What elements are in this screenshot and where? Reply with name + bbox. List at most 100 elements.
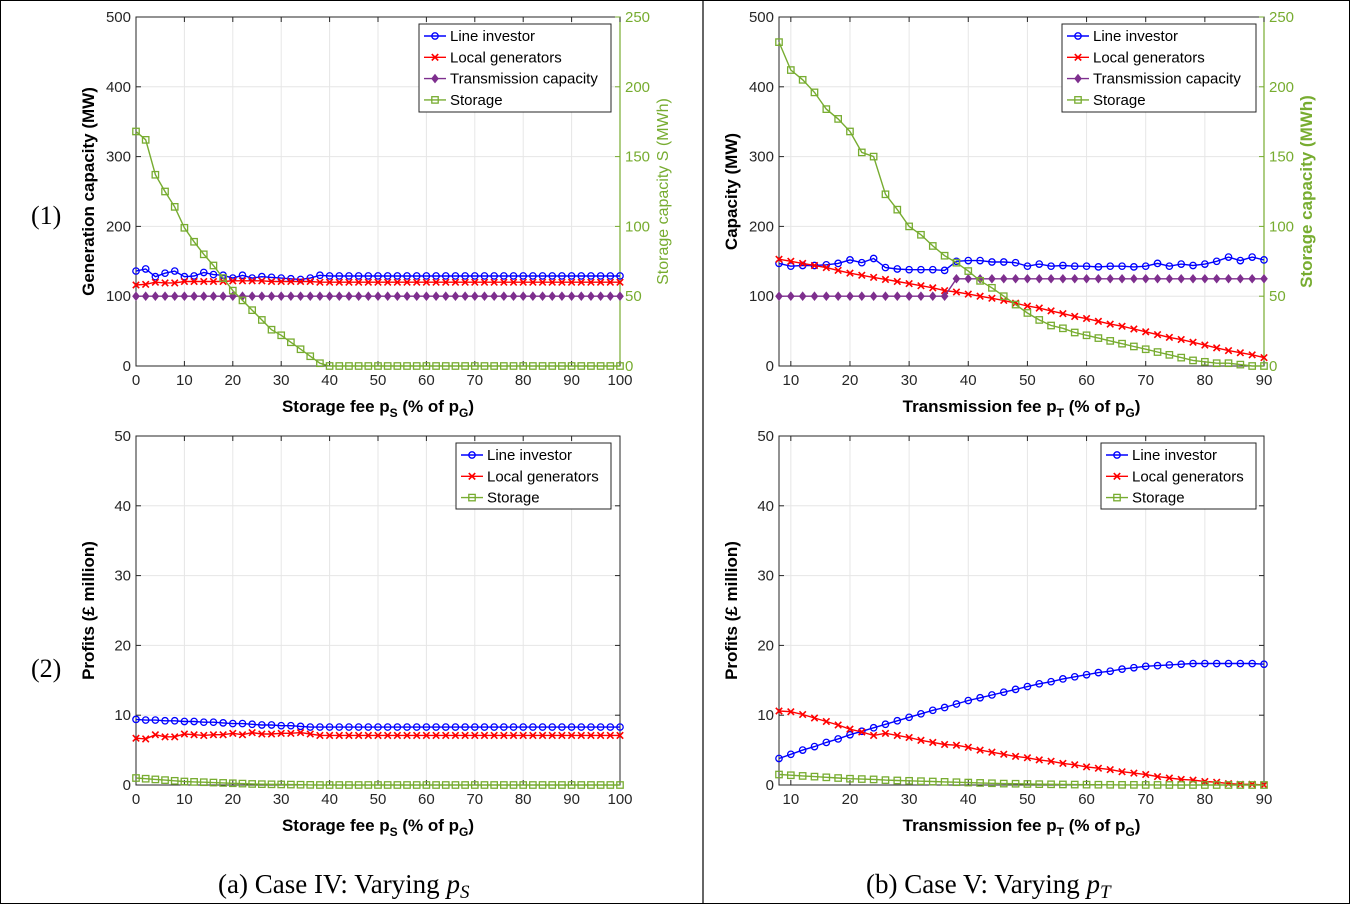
data-point-transmission_capacity <box>548 291 557 302</box>
data-point-line_investor <box>1130 663 1138 672</box>
data-point-local_generators <box>345 278 353 287</box>
data-point-transmission_capacity <box>316 291 324 302</box>
chart-panel-a2: 0 10 20 30 40 50 60 70 80 90 100 0 10 20 30 40 50 Storage… <box>79 428 633 839</box>
data-point-storage <box>1011 779 1020 788</box>
data-point-local_generators <box>383 278 392 287</box>
y-tick-label: 100 <box>106 288 131 305</box>
data-point-local_generators <box>141 735 150 743</box>
data-point-storage <box>1153 348 1162 356</box>
data-point-local_generators <box>798 259 807 268</box>
data-point-transmission_capacity <box>325 291 334 302</box>
legend-label-local_generators: Local generators <box>1132 468 1244 485</box>
data-point-storage <box>567 362 576 370</box>
data-point-local_generators <box>441 278 450 287</box>
data-point-line_investor <box>548 723 557 731</box>
data-point-line_investor <box>1047 262 1055 271</box>
data-point-storage <box>364 362 373 370</box>
data-point-transmission_capacity <box>219 291 227 302</box>
data-point-storage <box>451 362 460 370</box>
data-point-local_generators <box>952 288 961 296</box>
data-point-line_investor <box>190 717 198 726</box>
data-point-transmission_capacity <box>1236 273 1245 284</box>
data-point-storage <box>952 778 961 787</box>
data-point-storage <box>786 771 795 780</box>
data-point-transmission_capacity <box>1047 273 1055 284</box>
data-point-local_generators <box>1070 760 1079 769</box>
data-point-line_investor <box>881 263 890 272</box>
data-point-line_investor <box>529 723 537 731</box>
data-point-local_generators <box>929 284 937 292</box>
data-point-line_investor <box>306 723 315 731</box>
data-point-line_investor <box>461 723 469 731</box>
data-point-line_investor <box>1248 659 1257 668</box>
data-point-transmission_capacity <box>151 291 160 302</box>
data-point-line_investor <box>209 270 218 279</box>
data-point-line_investor <box>393 723 402 731</box>
data-point-line_investor <box>1153 661 1162 670</box>
data-point-local_generators <box>374 278 382 287</box>
data-point-storage <box>432 781 440 789</box>
data-point-line_investor <box>1082 670 1091 679</box>
data-point-line_investor <box>161 269 169 278</box>
data-point-transmission_capacity <box>335 291 344 302</box>
data-point-storage <box>1165 350 1174 359</box>
data-point-transmission_capacity <box>432 291 440 302</box>
data-point-line_investor <box>1047 677 1055 686</box>
x-axis-label-part: (% of p <box>398 397 459 416</box>
data-point-line_investor <box>999 258 1008 266</box>
data-point-line_investor <box>161 716 169 725</box>
data-point-line_investor <box>316 723 324 731</box>
data-point-storage <box>470 362 479 370</box>
y-axis-label: Generation capacity (MW) <box>79 87 98 296</box>
data-point-storage <box>810 772 819 781</box>
x-tick-label: 50 <box>370 791 387 808</box>
x-tick-label: 90 <box>1256 372 1273 389</box>
data-point-line_investor <box>786 750 795 759</box>
data-point-transmission_capacity <box>509 291 518 302</box>
data-point-local_generators <box>834 721 842 729</box>
data-point-line_investor <box>1059 261 1067 270</box>
data-point-line_investor <box>1106 667 1115 676</box>
data-point-line_investor <box>199 718 208 727</box>
x-tick-label: 100 <box>607 372 632 389</box>
legend-box <box>1061 23 1257 113</box>
x-tick-label: 100 <box>607 791 632 808</box>
data-point-storage <box>606 362 615 370</box>
data-point-storage <box>335 362 344 370</box>
data-point-storage <box>141 135 150 144</box>
data-point-local_generators <box>383 731 392 740</box>
data-point-local_generators <box>1224 346 1233 355</box>
data-point-local_generators <box>1165 774 1174 782</box>
data-point-local_generators <box>335 278 344 287</box>
x-axis-label-part: ) <box>1135 816 1141 835</box>
data-point-transmission_capacity <box>587 291 595 302</box>
data-point-storage <box>1248 781 1257 789</box>
x-axis-label-part: G <box>1125 406 1134 420</box>
data-point-local_generators <box>500 731 508 740</box>
data-point-storage <box>810 88 819 97</box>
data-point-storage <box>277 780 286 789</box>
data-point-line_investor <box>451 272 460 280</box>
data-point-local_generators <box>509 278 518 287</box>
data-point-local_generators <box>787 257 795 266</box>
data-point-local_generators <box>822 717 831 726</box>
data-point-transmission_capacity <box>1248 273 1257 284</box>
data-point-line_investor <box>834 735 842 743</box>
data-point-line_investor <box>905 265 913 274</box>
data-point-line_investor <box>577 272 586 280</box>
data-point-storage <box>1189 356 1197 365</box>
data-point-storage <box>1106 337 1115 345</box>
data-point-storage <box>354 362 363 370</box>
data-point-local_generators <box>229 277 237 285</box>
data-point-storage <box>257 316 266 324</box>
data-point-local_generators <box>1023 302 1032 310</box>
y-tick-label: 0 <box>123 358 131 375</box>
data-point-transmission_capacity <box>810 291 819 302</box>
data-point-local_generators <box>412 278 421 287</box>
legend-marker-local_generators <box>1074 53 1082 62</box>
x-axis-label-part: T <box>1057 825 1065 839</box>
data-point-line_investor <box>1059 675 1067 683</box>
data-point-line_investor <box>940 703 949 712</box>
data-point-local_generators <box>1118 322 1126 330</box>
legend-marker-transmission_capacity <box>431 73 439 84</box>
